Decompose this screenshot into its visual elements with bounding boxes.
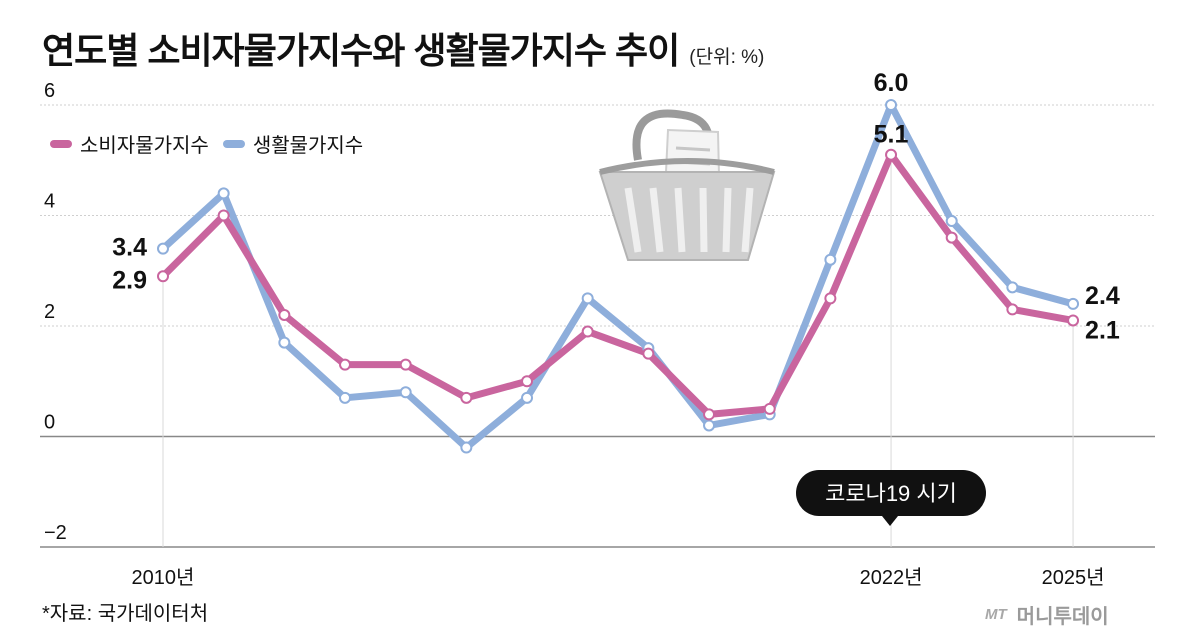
- data-point-cpi: [521, 375, 534, 388]
- legend-swatch-living: [222, 139, 245, 148]
- data-point-cpi: [460, 391, 473, 404]
- data-point-living: [1067, 297, 1080, 310]
- data-point-cpi: [339, 358, 352, 371]
- y-tick-label: 6: [44, 80, 55, 102]
- y-tick-label: 0: [44, 412, 55, 434]
- data-point-cpi: [399, 358, 412, 371]
- y-tick-label: 2: [44, 301, 55, 323]
- data-point-living: [460, 441, 473, 454]
- y-tick-label: −2: [44, 522, 67, 544]
- series-line-living: [159, 101, 1077, 452]
- data-point-living: [703, 419, 716, 432]
- data-point-cpi: [278, 308, 291, 321]
- data-point-cpi: [824, 292, 837, 305]
- data-point-cpi: [581, 325, 594, 338]
- data-point-cpi: [1006, 303, 1019, 316]
- data-point-living: [278, 336, 291, 349]
- data-point-living: [945, 215, 958, 228]
- grid-layer: 6 4 2 0 −2 2010년 2022년 2025년: [40, 80, 1155, 589]
- chart-title: 연도별 소비자물가지수와 생활물가지수 추이: [42, 30, 680, 71]
- data-point-living: [217, 187, 230, 200]
- shopping-basket-illustration: [598, 109, 776, 261]
- data-point-living: [399, 386, 412, 399]
- data-point-cpi: [763, 402, 776, 415]
- legend-label-living: 생활물가지수: [252, 135, 364, 157]
- series-layer: [157, 99, 1080, 454]
- callout-box: [796, 470, 986, 516]
- data-point-cpi: [642, 347, 655, 360]
- data-point-cpi: [157, 270, 169, 283]
- data-label-cpi: 2.9: [112, 266, 147, 294]
- legend-item-living: 생활물가지수: [222, 129, 364, 158]
- source-note: *자료: 국가데이터처: [42, 603, 209, 625]
- data-point-cpi: [885, 148, 898, 161]
- data-label-living: 2.4: [1085, 282, 1120, 310]
- data-point-cpi: [217, 209, 230, 222]
- data-label-cpi: 2.1: [1085, 316, 1120, 344]
- data-label-cpi: 5.1: [874, 121, 909, 149]
- data-point-living: [885, 99, 898, 111]
- data-point-cpi: [945, 231, 958, 244]
- legend-item-cpi: 소비자물가지수: [50, 129, 209, 158]
- covid-callout: 코로나19 시기: [796, 470, 986, 526]
- series-line-cpi: [159, 151, 1077, 418]
- data-point-living: [824, 253, 837, 266]
- x-tick-label: 2022년: [860, 566, 923, 589]
- brand-mark: MT: [985, 606, 1007, 623]
- data-point-living: [521, 391, 534, 404]
- data-point-living: [581, 292, 594, 305]
- label-layer: 2.9 5.1 2.1 3.4 6.0 2.4: [112, 69, 1120, 344]
- callout-text: 코로나19 시기: [825, 481, 957, 506]
- data-point-cpi: [703, 408, 716, 421]
- legend: 소비자물가지수 생활물가지수: [46, 127, 382, 160]
- data-point-living: [1006, 281, 1019, 294]
- data-label-living: 3.4: [112, 234, 147, 262]
- x-tick-label: 2025년: [1042, 566, 1105, 589]
- data-point-living: [339, 391, 352, 404]
- x-tick-label: 2010년: [132, 566, 195, 589]
- legend-label-cpi: 소비자물가지수: [80, 135, 209, 157]
- y-tick-label: 4: [44, 191, 55, 213]
- data-label-living: 6.0: [874, 69, 909, 97]
- data-point-cpi: [1067, 314, 1080, 327]
- brand-name: 머니투데이: [1016, 606, 1109, 628]
- title-row: 연도별 소비자물가지수와 생활물가지수 추이 (단위: %): [42, 22, 764, 74]
- unit-label: (단위: %): [689, 47, 765, 68]
- callout-pointer: [882, 516, 898, 526]
- legend-swatch-cpi: [50, 139, 72, 148]
- brand-logo: MT 머니투데이: [985, 600, 1109, 629]
- data-point-living: [157, 242, 169, 255]
